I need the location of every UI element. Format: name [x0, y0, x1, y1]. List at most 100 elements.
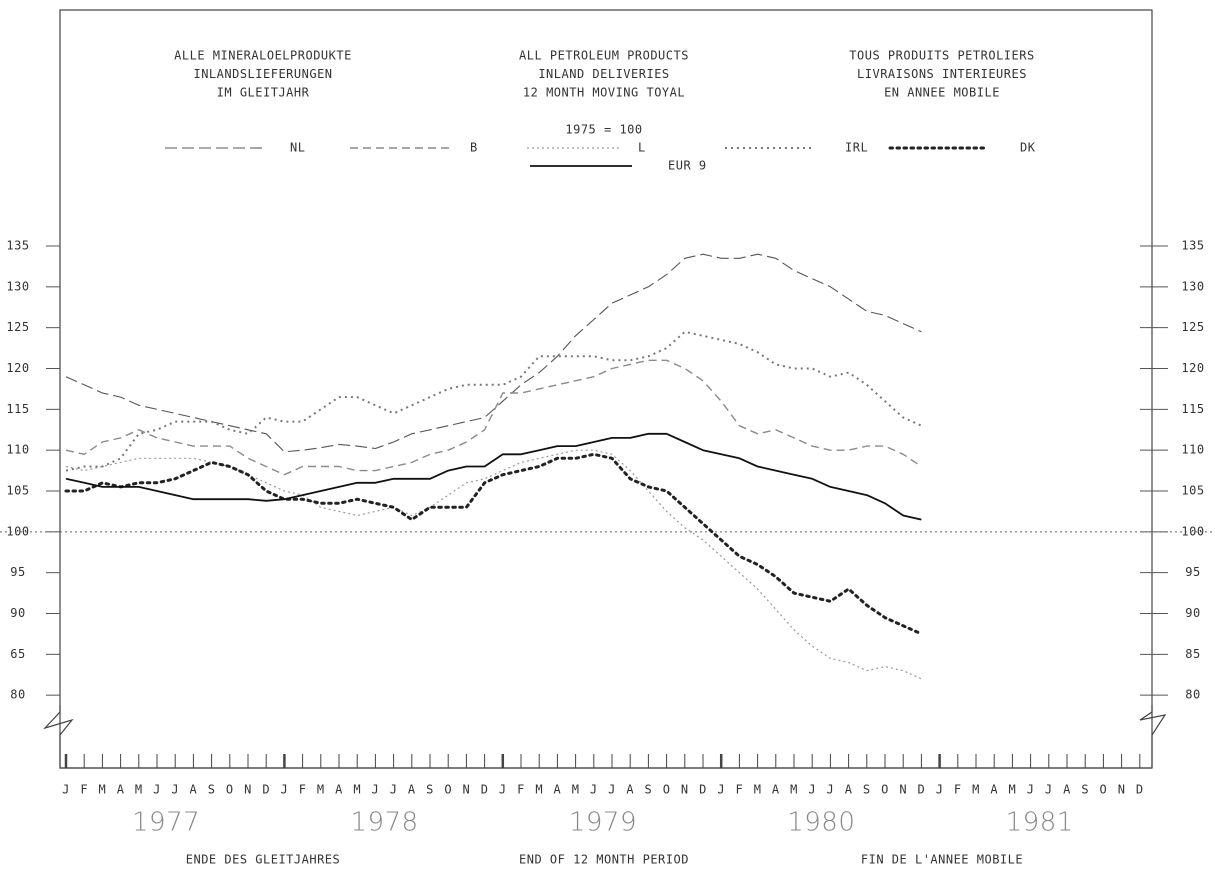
legend-label: EUR 9 — [668, 159, 707, 173]
x-tick-label: O — [1100, 783, 1108, 797]
x-tick-label: J — [717, 783, 725, 797]
x-tick-label: F — [736, 783, 744, 797]
y2-tick-label: 100 — [1181, 524, 1204, 538]
x-tick-label: J — [827, 783, 835, 797]
x-tick-label: J — [372, 783, 380, 797]
x-tick-label: M — [972, 783, 980, 797]
x-tick-label: J — [281, 783, 289, 797]
x-tick-label: M — [754, 783, 762, 797]
x-tick-label: D — [918, 783, 926, 797]
x-tick-label: N — [244, 783, 252, 797]
title-line: ALL PETROLEUM PRODUCTS — [519, 49, 689, 63]
x-tick-label: O — [226, 783, 234, 797]
year: 1980 — [787, 808, 855, 838]
y2-tick-label: 135 — [1181, 239, 1204, 253]
series-line — [65, 330, 922, 472]
x-tick-label: S — [426, 783, 434, 797]
series-line — [65, 253, 922, 453]
x-tick-label: N — [899, 783, 907, 797]
legend-label: IRL — [845, 141, 868, 155]
series-line — [65, 449, 922, 680]
x-tick-label: J — [499, 783, 507, 797]
x-tick-label: J — [171, 783, 179, 797]
y2-tick-label: 125 — [1181, 320, 1204, 334]
footer: FIN DE L'ANNEE MOBILE — [861, 853, 1023, 867]
x-tick-label: J — [62, 783, 70, 797]
x-tick-label: A — [772, 783, 780, 797]
y-tick-label: 95 — [10, 565, 25, 579]
title-line: LIVRAISONS INTERIEURES — [857, 67, 1027, 81]
x-tick-label: J — [390, 783, 398, 797]
legend-label: DK — [1020, 141, 1036, 155]
x-tick-label: J — [936, 783, 944, 797]
series-line — [64, 452, 923, 636]
x-tick-label: M — [99, 783, 107, 797]
y-tick-label: 130 — [6, 279, 29, 293]
subtitle: 1975 = 100 — [565, 123, 642, 137]
y-tick-label: 80 — [10, 688, 25, 702]
x-tick-label: D — [481, 783, 489, 797]
title-line: 12 MONTH MOVING TOYAL — [523, 86, 685, 100]
x-tick-label: F — [80, 783, 88, 797]
x-tick-label: J — [1045, 783, 1053, 797]
x-tick-label: A — [335, 783, 343, 797]
x-tick-label: N — [681, 783, 689, 797]
series-line — [65, 432, 922, 521]
year: 1981 — [1006, 808, 1074, 838]
x-tick-label: J — [153, 783, 161, 797]
title-line: INLAND DELIVERIES — [538, 67, 669, 81]
y-tick-label: 120 — [6, 361, 29, 375]
axis-break-right — [1139, 705, 1167, 768]
legend-label: NL — [290, 141, 305, 155]
footer: END OF 12 MONTH PERIOD — [519, 853, 689, 867]
y-tick-label: 100 — [6, 524, 29, 538]
x-tick-label: J — [608, 783, 616, 797]
footer: ENDE DES GLEITJAHRES — [186, 853, 341, 867]
x-tick-label: N — [463, 783, 471, 797]
x-tick-label: S — [645, 783, 653, 797]
axis-break-left — [43, 705, 74, 768]
x-tick-label: D — [699, 783, 707, 797]
x-tick-label: M — [317, 783, 325, 797]
title-line: IM GLEITJAHR — [217, 86, 310, 100]
x-tick-label: M — [135, 783, 143, 797]
year: 1978 — [350, 808, 418, 838]
y2-tick-label: 80 — [1185, 688, 1200, 702]
x-tick-label: S — [1081, 783, 1089, 797]
y-tick-label: 65 — [10, 647, 25, 661]
x-tick-label: J — [1027, 783, 1035, 797]
x-tick-label: S — [208, 783, 216, 797]
x-tick-label: D — [262, 783, 270, 797]
y2-tick-label: 130 — [1181, 279, 1204, 293]
x-tick-label: M — [790, 783, 798, 797]
x-tick-label: N — [1118, 783, 1126, 797]
y-tick-label: 125 — [6, 320, 29, 334]
x-tick-label: A — [1063, 783, 1071, 797]
x-tick-label: A — [190, 783, 198, 797]
x-tick-label: S — [863, 783, 871, 797]
y-tick-label: 105 — [6, 484, 29, 498]
legend-label: L — [638, 141, 646, 155]
x-tick-label: M — [535, 783, 543, 797]
x-tick-label: A — [117, 783, 125, 797]
x-tick-label: J — [590, 783, 598, 797]
x-tick-label: D — [1136, 783, 1144, 797]
y-tick-label: 90 — [10, 606, 25, 620]
series-line — [65, 359, 922, 476]
title-line: ALLE MINERALOELPRODUKTE — [174, 49, 352, 63]
x-tick-label: M — [1009, 783, 1017, 797]
x-tick-label: F — [299, 783, 307, 797]
x-tick-label: A — [845, 783, 853, 797]
y2-tick-label: 85 — [1185, 647, 1200, 661]
x-tick-label: A — [626, 783, 634, 797]
x-tick-label: F — [954, 783, 962, 797]
x-tick-label: O — [444, 783, 452, 797]
legend-label: B — [470, 141, 478, 155]
x-tick-label: A — [554, 783, 562, 797]
x-tick-label: M — [572, 783, 580, 797]
y-tick-label: 135 — [6, 239, 29, 253]
x-tick-label: A — [990, 783, 998, 797]
year: 1979 — [569, 808, 637, 838]
